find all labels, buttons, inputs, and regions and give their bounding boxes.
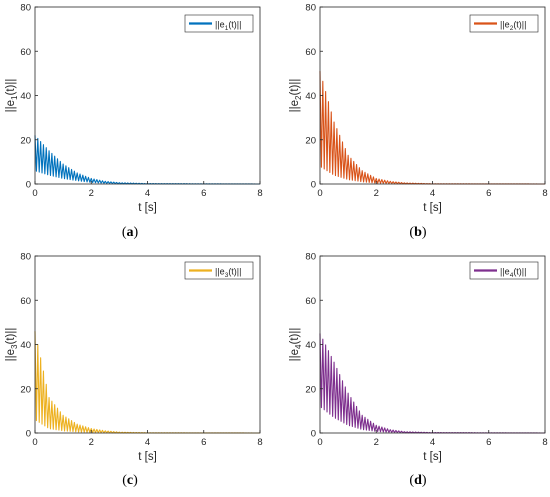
x-axis-label: t [s] [423,202,442,214]
axes-box [34,6,261,185]
x-tick-label: 8 [257,437,262,448]
x-tick-label: 6 [486,188,491,199]
y-axis-label: ||e3(t)|| [5,328,19,362]
legend: ||e1(t)|| [184,14,254,33]
series-line-e2 [319,71,545,185]
x-tick-label: 0 [32,437,37,448]
x-axis-label: t [s] [138,451,157,463]
y-tick-label: 20 [20,384,31,395]
legend-label: ||e1(t)|| [215,20,241,33]
x-tick-label: 2 [374,437,379,448]
series-line [319,333,545,434]
x-axis-label: t [s] [138,202,157,214]
series-line [319,71,545,185]
panel-caption: (c) [122,473,138,488]
legend-box [469,261,539,280]
axes-box [34,255,261,434]
legend-label: ||e2(t)|| [500,20,526,33]
series-line-e1 [34,135,260,185]
y-tick-label: 40 [305,340,316,351]
x-tick-label: 0 [317,437,322,448]
legend-label: ||e4(t)|| [500,267,526,280]
legend-label: ||e3(t)|| [215,267,241,280]
y-tick-label: 80 [305,252,316,263]
y-axis-label: ||e2(t)|| [289,79,303,113]
panel-caption: (a) [122,225,139,240]
y-tick-label: 80 [20,3,31,14]
panel-caption: (d) [409,473,426,488]
x-tick-label: 0 [32,188,37,199]
y-tick-label: 80 [305,3,316,14]
legend-box [184,14,254,33]
x-tick-label: 6 [486,437,491,448]
series-line [34,135,260,185]
y-tick-label: 40 [20,340,31,351]
legend: ||e3(t)|| [184,261,254,280]
y-tick-label: 0 [26,180,31,191]
x-tick-label: 8 [257,188,262,199]
y-tick-label: 40 [20,91,31,102]
legend: ||e2(t)|| [469,14,539,33]
legend-box [469,14,539,33]
x-tick-label: 6 [201,437,206,448]
x-tick-label: 4 [430,188,435,199]
x-tick-label: 2 [89,188,94,199]
legend-box [184,261,254,280]
y-tick-label: 0 [311,180,316,191]
y-tick-label: 0 [26,429,31,440]
series-line-e4 [319,333,545,434]
series-line-e3 [34,331,260,434]
series-line [34,331,260,434]
x-tick-label: 8 [542,188,547,199]
y-tick-label: 60 [305,47,316,58]
y-tick-label: 40 [305,91,316,102]
y-tick-label: 20 [20,135,31,146]
y-tick-label: 20 [305,384,316,395]
y-axis-label: ||e4(t)|| [289,328,303,362]
x-tick-label: 6 [201,188,206,199]
y-axis-label: ||e1(t)|| [5,79,19,113]
x-tick-label: 2 [89,437,94,448]
y-tick-label: 20 [305,135,316,146]
y-tick-label: 0 [311,429,316,440]
y-tick-label: 60 [20,296,31,307]
x-tick-label: 4 [145,437,150,448]
x-tick-label: 8 [542,437,547,448]
x-axis-label: t [s] [423,451,442,463]
panel-caption: (b) [409,225,426,240]
y-tick-label: 60 [305,296,316,307]
x-tick-label: 4 [145,188,150,199]
y-tick-label: 60 [20,47,31,58]
y-tick-label: 80 [20,252,31,263]
axes-box [319,6,546,185]
x-tick-label: 2 [374,188,379,199]
x-tick-label: 4 [430,437,435,448]
legend: ||e4(t)|| [469,261,539,280]
x-tick-label: 0 [317,188,322,199]
